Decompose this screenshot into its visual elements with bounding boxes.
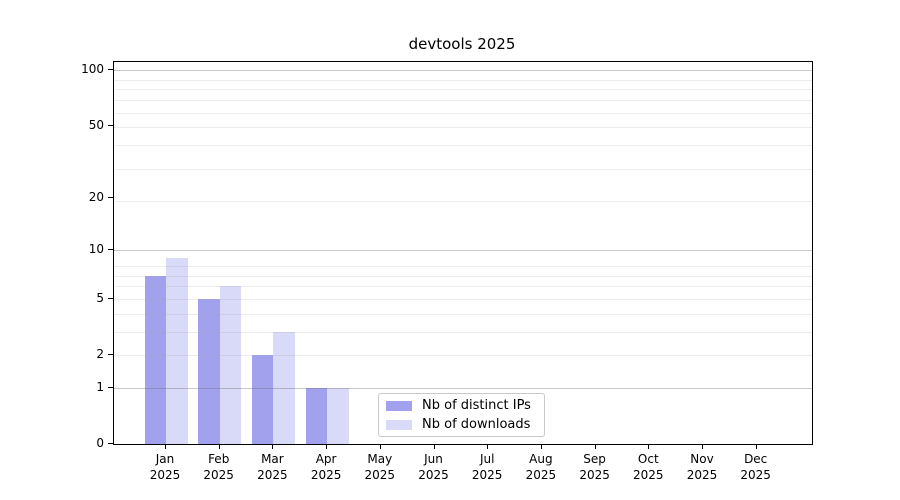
- x-tick-label-sep: Sep 2025: [579, 452, 610, 482]
- x-tick-mark-jun: [433, 444, 435, 449]
- x-tick-label-jun: Jun 2025: [418, 452, 449, 482]
- x-tick-mark-apr: [326, 444, 328, 449]
- grid-minor-line-49: [114, 127, 812, 129]
- x-tick-mark-oct: [648, 444, 650, 449]
- y-tick-mark-100: [108, 69, 113, 71]
- y-tick-label-50: 50: [88, 117, 104, 132]
- y-tick-label-0: 0: [96, 436, 104, 450]
- grid-minor-line-19: [114, 201, 812, 203]
- legend-item-distinct-ips: Nb of distinct IPs: [386, 398, 536, 413]
- bar-distinct-ips-apr: [305, 387, 328, 444]
- grid-major-line-100: [114, 70, 812, 72]
- x-tick-label-aug: Aug 2025: [525, 452, 557, 482]
- x-tick-mark-sep: [594, 444, 596, 449]
- x-tick-mark-mar: [272, 444, 274, 449]
- grid-minor-line-69: [114, 100, 812, 102]
- y-tick-mark-50: [108, 124, 113, 126]
- grid-major-line-10: [114, 249, 812, 251]
- legend-box: Nb of distinct IPs Nb of downloads: [378, 393, 545, 437]
- x-tick-label-may: May 2025: [364, 452, 396, 482]
- grid-minor-line-2: [114, 355, 812, 357]
- grid-minor-line-39: [114, 145, 812, 147]
- grid-minor-line-59: [114, 112, 812, 114]
- x-tick-mark-dec: [755, 444, 757, 449]
- grid-minor-line-7: [114, 275, 812, 277]
- plot-area: [113, 61, 813, 445]
- x-tick-label-feb: Feb 2025: [203, 452, 234, 482]
- legend-label-downloads: Nb of downloads: [422, 417, 531, 432]
- bar-distinct-ips-mar: [251, 355, 274, 444]
- grid-minor-line-8: [114, 266, 812, 268]
- chart-title: devtools 2025: [408, 35, 516, 53]
- x-tick-label-dec: Dec 2025: [740, 452, 771, 482]
- y-tick-label-10: 10: [88, 241, 104, 256]
- bar-downloads-jan: [166, 257, 188, 444]
- x-tick-mark-jan: [165, 444, 166, 449]
- grid-minor-line-29: [114, 168, 812, 170]
- grid-minor-line-79: [114, 89, 812, 91]
- grid-minor-line-3: [114, 331, 812, 333]
- x-tick-label-jan: Jan 2025: [149, 452, 181, 482]
- y-tick-label-5: 5: [96, 290, 104, 305]
- legend-swatch-downloads-icon: [386, 419, 412, 430]
- y-tick-mark-10: [108, 248, 113, 250]
- bar-downloads-apr: [327, 387, 349, 444]
- x-tick-mark-may: [379, 444, 381, 449]
- y-tick-label-20: 20: [88, 189, 104, 204]
- bar-downloads-feb: [219, 286, 242, 444]
- x-tick-label-jul: Jul 2025: [471, 452, 503, 482]
- y-tick-mark-5: [108, 297, 113, 299]
- grid-minor-line-89: [114, 79, 812, 81]
- legend-swatch-distinct-ips-icon: [386, 400, 412, 411]
- grid-minor-line-5: [114, 298, 812, 300]
- y-tick-mark-1: [108, 386, 113, 388]
- y-tick-label-2: 2: [96, 347, 104, 362]
- x-tick-mark-nov: [702, 444, 703, 449]
- y-tick-mark-2: [108, 354, 113, 356]
- x-tick-label-mar: Mar 2025: [257, 452, 288, 482]
- x-tick-label-oct: Oct 2025: [633, 452, 664, 482]
- legend-label-distinct-ips: Nb of distinct IPs: [422, 398, 531, 413]
- x-tick-label-apr: Apr 2025: [310, 452, 342, 482]
- grid-minor-line-4: [114, 313, 812, 315]
- grid-minor-line-6: [114, 286, 812, 288]
- y-tick-label-1: 1: [96, 379, 104, 394]
- bar-distinct-ips-jan: [144, 275, 166, 444]
- x-tick-mark-jul: [487, 444, 489, 449]
- y-tick-label-100: 100: [81, 62, 104, 77]
- x-tick-mark-feb: [218, 444, 220, 449]
- y-tick-mark-0: [108, 443, 113, 444]
- y-tick-mark-20: [108, 196, 113, 198]
- bar-downloads-mar: [273, 331, 295, 444]
- grid-major-line-1: [114, 387, 812, 389]
- legend-item-downloads: Nb of downloads: [386, 417, 536, 432]
- bar-distinct-ips-feb: [198, 298, 220, 444]
- x-tick-mark-aug: [540, 444, 542, 449]
- x-tick-label-nov: Nov 2025: [686, 452, 718, 482]
